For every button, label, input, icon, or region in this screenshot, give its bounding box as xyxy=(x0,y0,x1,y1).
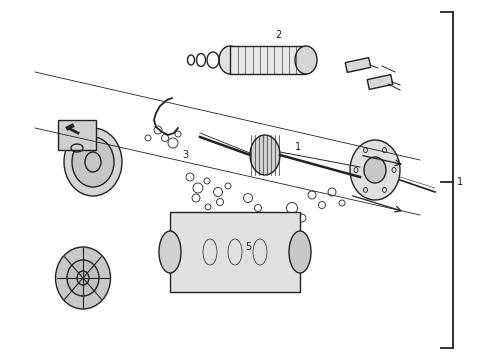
Text: 3: 3 xyxy=(182,150,188,160)
Ellipse shape xyxy=(250,135,280,175)
Bar xyxy=(367,75,393,89)
Ellipse shape xyxy=(219,46,241,74)
Ellipse shape xyxy=(64,128,122,196)
Text: 2: 2 xyxy=(275,30,281,40)
Bar xyxy=(230,46,306,74)
Ellipse shape xyxy=(72,137,114,187)
Bar xyxy=(58,120,96,150)
Bar xyxy=(170,212,300,292)
Ellipse shape xyxy=(295,46,317,74)
Ellipse shape xyxy=(350,140,400,200)
Ellipse shape xyxy=(364,157,386,183)
Text: 5: 5 xyxy=(245,242,251,252)
Text: 1: 1 xyxy=(457,177,463,187)
Text: 1: 1 xyxy=(295,142,301,152)
Bar xyxy=(345,58,371,72)
Ellipse shape xyxy=(55,247,111,309)
Ellipse shape xyxy=(289,231,311,273)
Ellipse shape xyxy=(67,260,99,296)
Ellipse shape xyxy=(159,231,181,273)
